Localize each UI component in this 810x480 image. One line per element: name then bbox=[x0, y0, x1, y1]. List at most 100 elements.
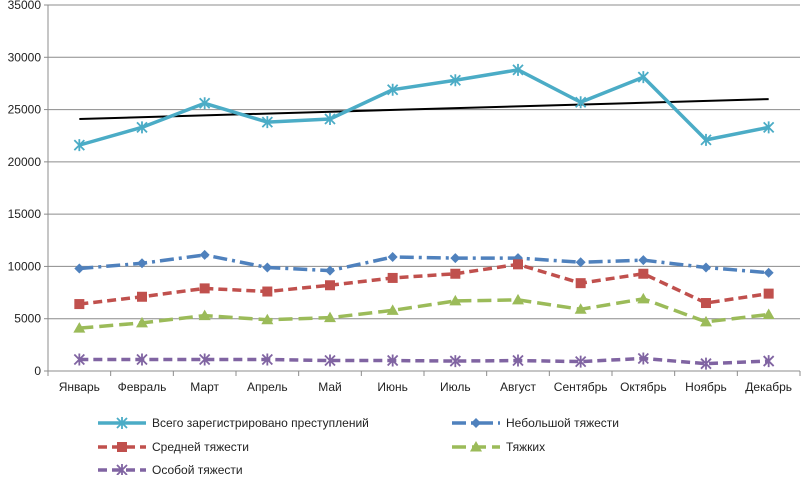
data-point-3-10 bbox=[700, 315, 712, 327]
data-point-0-4 bbox=[324, 112, 336, 125]
legend-item-3: Тяжких bbox=[452, 440, 545, 454]
legend-marker-0 bbox=[116, 417, 128, 429]
series-layer bbox=[73, 63, 775, 370]
data-point-2-6 bbox=[450, 268, 461, 279]
data-point-1-0 bbox=[74, 263, 85, 274]
series-0 bbox=[73, 63, 775, 152]
series-line-0 bbox=[78, 68, 770, 147]
data-point-1-10 bbox=[701, 262, 711, 273]
y-tick-label-3: 15000 bbox=[8, 207, 42, 221]
data-point-0-10 bbox=[700, 133, 712, 146]
trendline bbox=[79, 98, 769, 120]
data-point-1-8 bbox=[575, 257, 586, 268]
legend-label-0: Всего зарегистрировано преступлений bbox=[152, 416, 369, 430]
legend-item-4: Особой тяжести bbox=[98, 463, 243, 477]
x-tick-label-2: Март bbox=[190, 380, 219, 394]
data-point-4-6 bbox=[449, 355, 461, 368]
data-point-1-9 bbox=[638, 255, 649, 266]
data-point-0-1 bbox=[136, 121, 148, 134]
legend: Всего зарегистрировано преступлений Небол… bbox=[98, 416, 619, 477]
data-point-3-6 bbox=[449, 294, 462, 306]
y-tick-label-7: 35000 bbox=[8, 0, 42, 12]
data-point-4-1 bbox=[136, 353, 148, 366]
data-point-3-4 bbox=[324, 311, 336, 323]
x-tick-label-10: Ноябрь bbox=[685, 380, 727, 394]
data-point-2-9 bbox=[638, 268, 649, 279]
series-3 bbox=[73, 292, 775, 333]
data-point-3-1 bbox=[136, 316, 148, 328]
gridlines bbox=[48, 4, 800, 320]
data-point-4-8 bbox=[575, 355, 587, 368]
x-tick-label-4: Май bbox=[318, 380, 342, 394]
data-point-3-3 bbox=[261, 313, 274, 325]
data-point-2-4 bbox=[325, 280, 335, 291]
y-tick-label-5: 25000 bbox=[8, 103, 42, 117]
x-tick-label-3: Апрель bbox=[247, 380, 288, 394]
data-point-3-8 bbox=[574, 303, 587, 314]
legend-label-1: Небольшой тяжести bbox=[506, 416, 619, 430]
data-point-0-5 bbox=[387, 83, 399, 96]
legend-label-4: Особой тяжести bbox=[152, 463, 243, 475]
data-point-2-8 bbox=[575, 278, 586, 289]
series-line-4 bbox=[79, 356, 769, 366]
data-point-4-7 bbox=[512, 354, 524, 367]
data-point-1-6 bbox=[450, 253, 461, 264]
data-point-2-2 bbox=[199, 283, 210, 294]
x-tick-label-0: Январь bbox=[59, 380, 100, 394]
series-line-3 bbox=[79, 297, 769, 330]
data-point-4-3 bbox=[261, 353, 273, 366]
legend-marker-2 bbox=[117, 442, 127, 452]
data-point-1-4 bbox=[325, 265, 335, 276]
data-point-3-5 bbox=[386, 304, 399, 315]
series-line-1 bbox=[79, 253, 769, 275]
series-2 bbox=[74, 259, 774, 310]
x-tick-label-9: Октябрь bbox=[620, 380, 667, 394]
x-tick-label-7: Август bbox=[500, 380, 537, 394]
legend-item-0: Всего зарегистрировано преступлений bbox=[98, 416, 369, 430]
x-tick-label-8: Сентябрь bbox=[554, 380, 608, 394]
legend-marker-3 bbox=[470, 441, 482, 452]
data-point-0-6 bbox=[449, 74, 461, 87]
x-tick-label-5: Июнь bbox=[377, 380, 408, 394]
trendline-layer bbox=[79, 98, 769, 120]
data-point-4-4 bbox=[324, 354, 336, 367]
series-4 bbox=[73, 352, 775, 370]
data-point-1-11 bbox=[763, 267, 774, 278]
data-point-0-0 bbox=[73, 139, 85, 152]
data-point-3-2 bbox=[198, 309, 211, 321]
y-tick-label-0: 0 bbox=[34, 364, 41, 378]
data-point-0-9 bbox=[637, 71, 649, 84]
data-point-1-3 bbox=[262, 262, 273, 273]
x-tick-label-1: Февраль bbox=[118, 380, 167, 394]
data-point-4-0 bbox=[73, 353, 85, 366]
y-tick-label-6: 30000 bbox=[8, 50, 42, 64]
legend-item-2: Средней тяжести bbox=[98, 440, 249, 454]
data-point-2-11 bbox=[763, 288, 774, 299]
axes: 0 5000 10000 15000 20000 25000 30000 35000 Январ… bbox=[8, 0, 801, 394]
y-tick-label-4: 20000 bbox=[8, 155, 42, 169]
data-point-1-5 bbox=[387, 252, 398, 263]
data-point-2-7 bbox=[513, 259, 523, 270]
data-point-0-8 bbox=[575, 96, 587, 109]
legend-marker-1 bbox=[471, 418, 481, 428]
x-tick-label-11: Декабрь bbox=[745, 380, 792, 394]
data-point-0-3 bbox=[261, 116, 273, 129]
data-point-1-2 bbox=[199, 249, 210, 260]
y-tick-label-2: 10000 bbox=[8, 259, 42, 273]
data-point-3-11 bbox=[762, 308, 775, 320]
x-tick-label-6: Июль bbox=[440, 380, 471, 394]
y-tick-label-1: 5000 bbox=[14, 312, 41, 326]
data-point-3-7 bbox=[512, 293, 524, 305]
series-1 bbox=[74, 249, 774, 278]
data-point-2-3 bbox=[262, 286, 273, 297]
data-point-1-1 bbox=[137, 258, 147, 269]
data-point-3-9 bbox=[637, 292, 650, 304]
data-point-3-0 bbox=[73, 322, 86, 333]
data-point-0-11 bbox=[763, 121, 775, 134]
legend-marker-4 bbox=[116, 464, 128, 476]
data-point-0-7 bbox=[512, 63, 524, 76]
data-point-2-10 bbox=[701, 298, 711, 309]
data-point-4-10 bbox=[700, 357, 712, 370]
